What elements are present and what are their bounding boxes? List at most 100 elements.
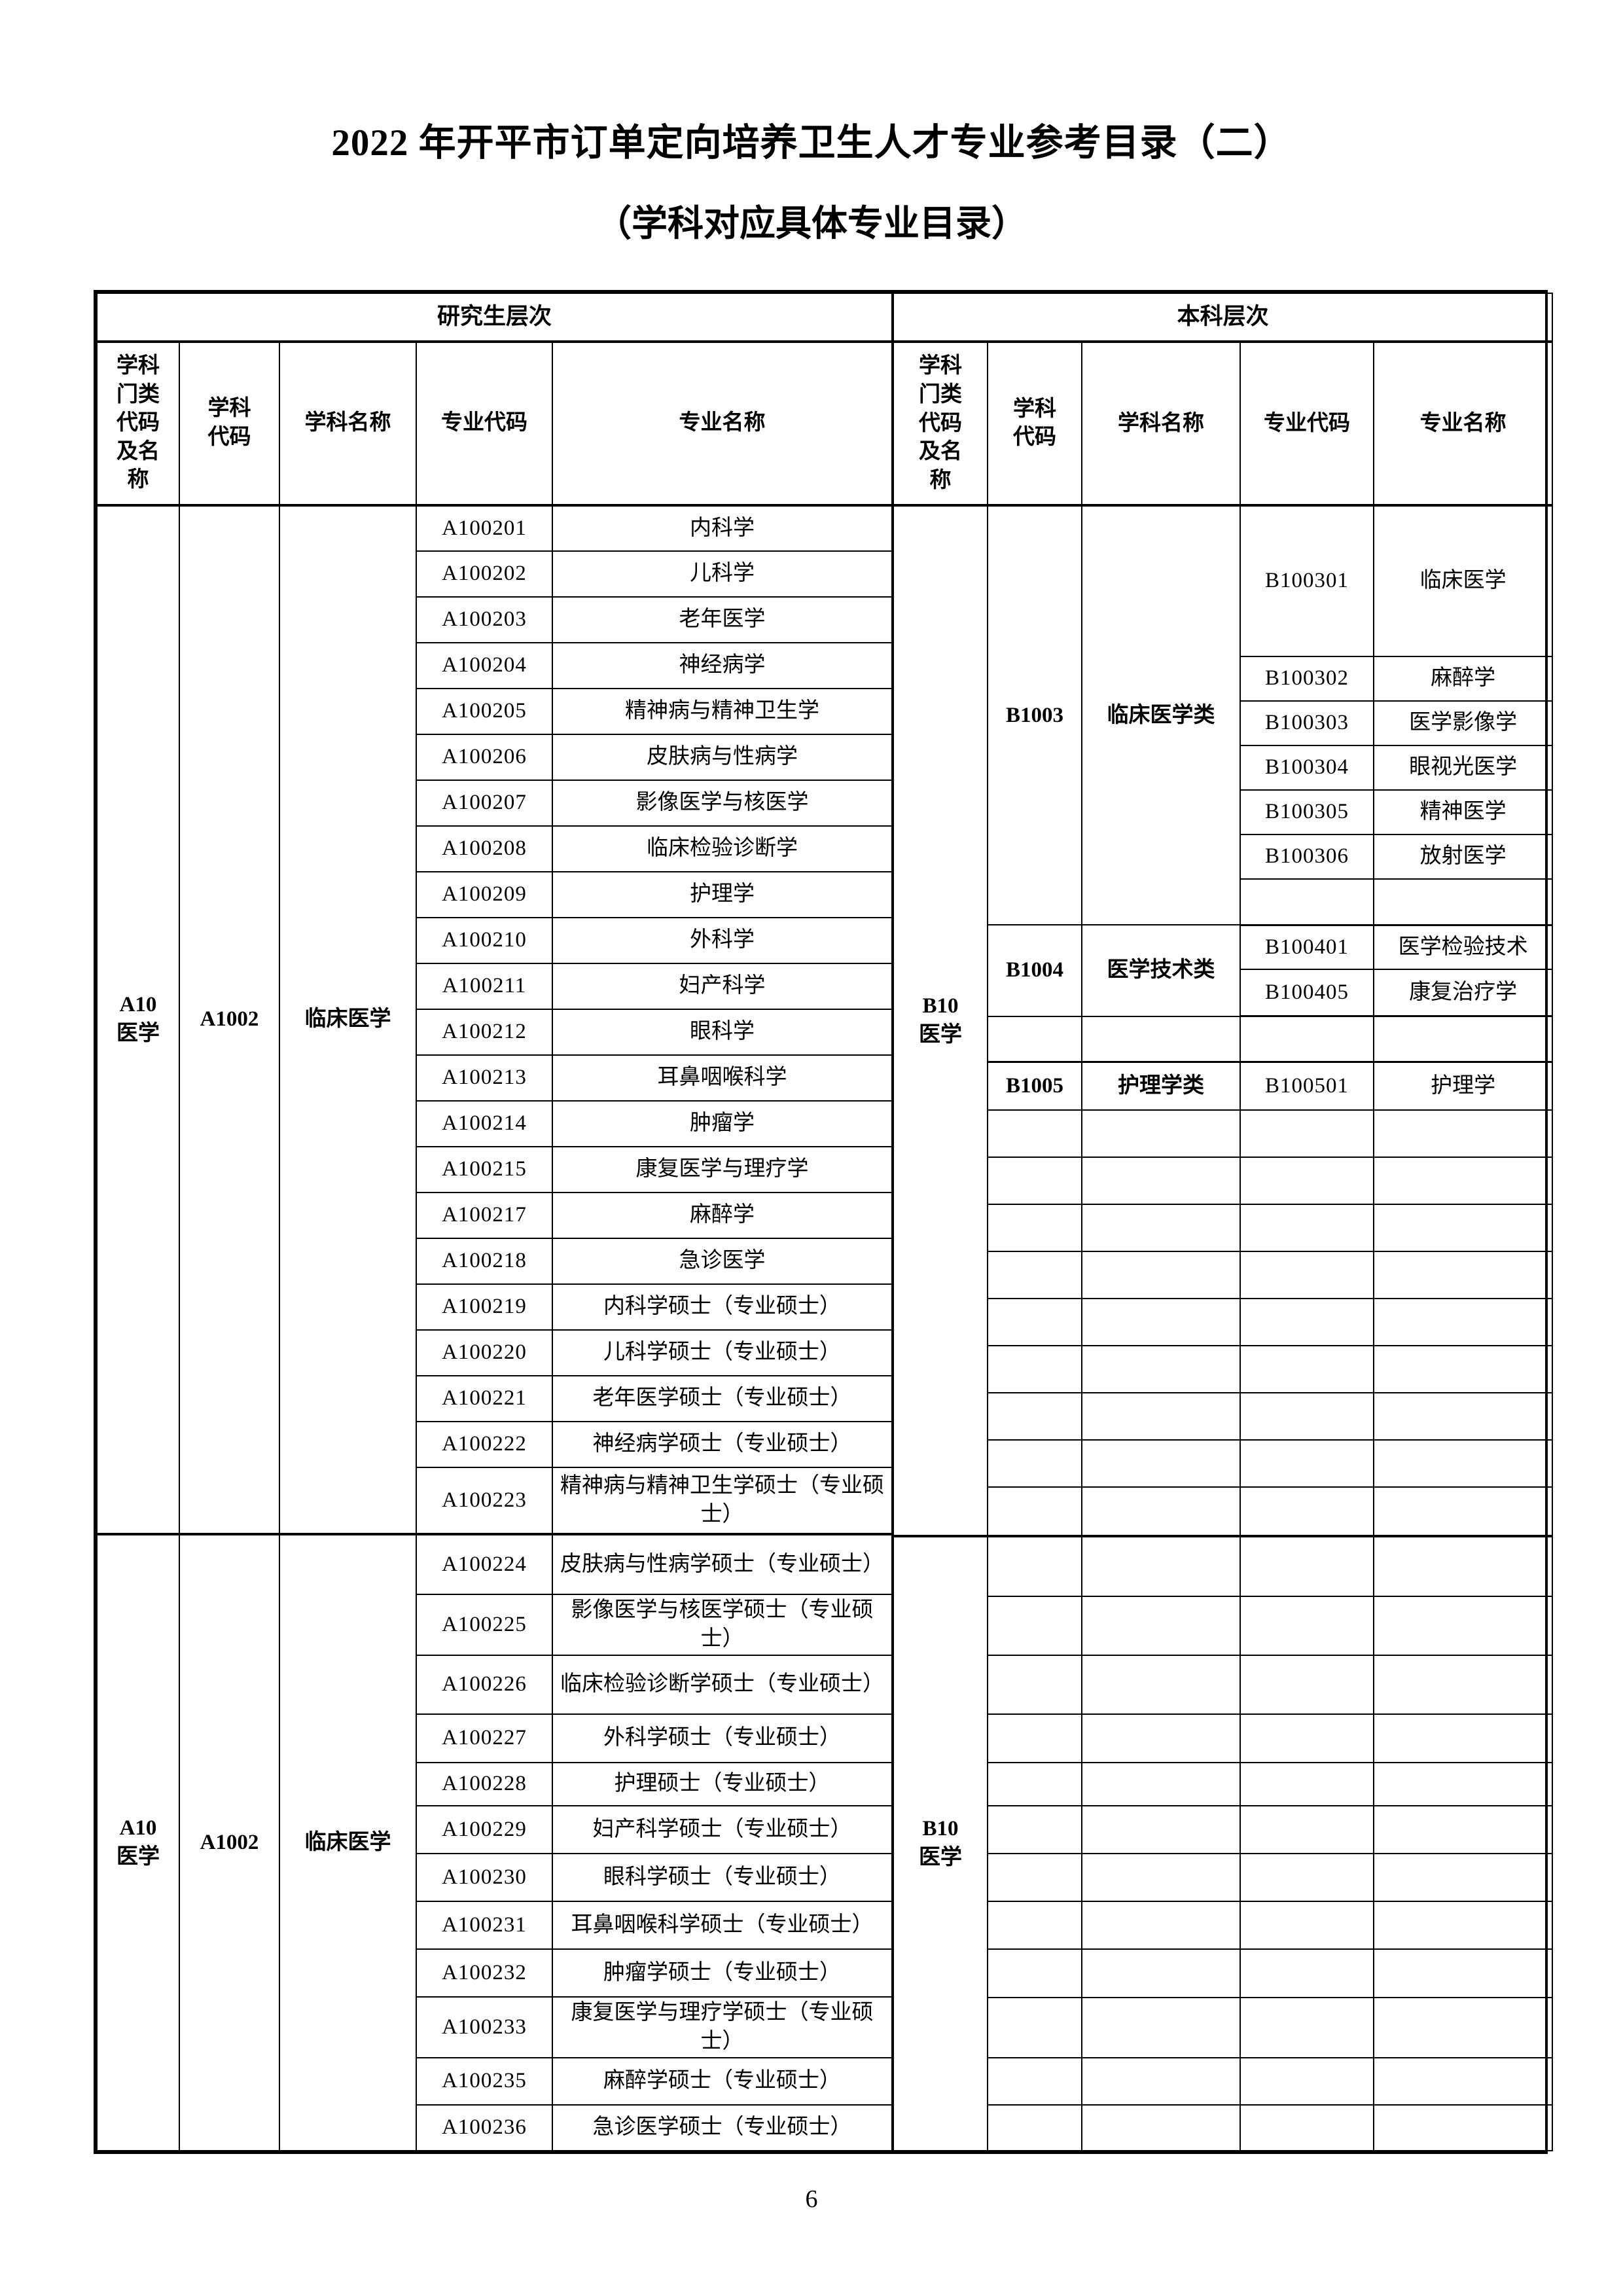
page-subtitle: （学科对应具体专业目录） [595, 204, 1027, 243]
page-title: 2022 年开平市订单定向培养卫生人才专业参考目录（二） [331, 122, 1292, 164]
major-name-cell: 肿瘤学 [551, 1100, 893, 1147]
empty-cell [1373, 1345, 1554, 1394]
empty-cell [1240, 1948, 1375, 1998]
empty-cell [1240, 1109, 1375, 1158]
table-row: A100220 儿科学硕士（专业硕士） [97, 1329, 893, 1376]
major-name-cell: 影像医学与核医学 [551, 780, 893, 827]
empty-cell [987, 1654, 1083, 1715]
major-name-cell: 肿瘤学硕士（专业硕士） [551, 1948, 893, 1998]
major-code-cell: A100224 [416, 1533, 553, 1595]
empty-cell [1373, 1654, 1554, 1715]
major-name-cell: 皮肤病与性病学 [551, 734, 893, 781]
subject-code-cell: B1005 [987, 1061, 1083, 1111]
major-code-cell: A100218 [416, 1238, 553, 1285]
table-row [893, 1713, 1554, 1764]
major-code-cell: A100203 [416, 596, 553, 643]
column-header-major-code: 专业代码 [1240, 341, 1375, 507]
major-code-cell: A100211 [416, 963, 553, 1010]
major-code-cell: A100214 [416, 1100, 553, 1147]
empty-cell [987, 1392, 1083, 1441]
column-header-subject-code: 学科 代码 [987, 341, 1083, 507]
empty-cell [1240, 1805, 1375, 1855]
table-row: A100214 肿瘤学 [97, 1100, 893, 1147]
empty-cell [1240, 1345, 1375, 1394]
empty-cell [1081, 1250, 1241, 1300]
category-cell: A10 医学 [96, 505, 180, 1535]
major-name-cell: 临床医学 [1373, 505, 1554, 657]
subject-name-cell: 临床医学 [279, 1532, 417, 2152]
empty-cell [1373, 1853, 1554, 1903]
table-row: B1004 医学技术类 B100401 医学检验技术 [893, 924, 1554, 1017]
empty-cell [1081, 1439, 1241, 1488]
empty-cell [1081, 1595, 1241, 1656]
empty-cell [1373, 1015, 1554, 1064]
empty-cell [1240, 2104, 1375, 2152]
major-name-cell: 神经病学硕士（专业硕士） [551, 1421, 893, 1468]
subject-name-cell: 护理学类 [1081, 1061, 1241, 1111]
subject-code-cell: A1002 [179, 1532, 280, 2152]
major-code-cell: A100210 [416, 917, 553, 964]
table-row: A100223 精神病与精神卫生学硕士（专业硕士） [97, 1467, 893, 1535]
table-row [893, 1595, 1554, 1656]
table-row [893, 878, 1554, 926]
empty-cell [987, 1595, 1083, 1656]
table-row: B100304 眼视光医学 [893, 744, 1554, 791]
column-header-category: 学科 门类 代码 及名 称 [96, 341, 180, 507]
major-code-cell: A100221 [416, 1375, 553, 1422]
major-name-cell: 影像医学与核医学硕士（专业硕士） [551, 1593, 893, 1657]
empty-cell [1081, 1298, 1241, 1347]
level-band-undergraduate: 本科层次 [893, 292, 1554, 344]
table-row: A100235 麻醉学硕士（专业硕士） [97, 2057, 893, 2106]
column-header-major-name: 专业名称 [551, 341, 893, 507]
major-code-cell: A100222 [416, 1421, 553, 1468]
table-row: A100203 老年医学 [97, 596, 893, 643]
table-row: A100218 急诊医学 [97, 1238, 893, 1285]
major-name-cell: 临床检验诊断学硕士（专业硕士） [551, 1655, 893, 1715]
major-code-cell: B100501 [1240, 1061, 1375, 1111]
empty-cell [1081, 1392, 1241, 1441]
empty-cell [1240, 1439, 1375, 1488]
table-row: B100302 麻醉学 [893, 655, 1554, 702]
major-name-cell: 麻醉学 [551, 1192, 893, 1239]
table-row [893, 1486, 1554, 1537]
table-row: A100209 护理学 [97, 871, 893, 918]
major-name-cell: 老年医学硕士（专业硕士） [551, 1375, 893, 1422]
major-name-cell: 眼科学硕士（专业硕士） [551, 1853, 893, 1903]
table-row [893, 1439, 1554, 1488]
major-code-cell: A100209 [416, 871, 553, 918]
major-code-cell: A100220 [416, 1329, 553, 1376]
empty-cell [1081, 1015, 1241, 1064]
major-name-cell: 麻醉学 [1373, 655, 1554, 702]
empty-cell [987, 1805, 1083, 1855]
empty-cell [1240, 1713, 1375, 1764]
major-code-cell: A100219 [416, 1283, 553, 1331]
empty-cell [1081, 2056, 1241, 2106]
table-row: B100305 精神医学 [893, 789, 1554, 836]
major-name-cell: 精神医学 [1373, 789, 1554, 836]
major-name-cell: 内科学硕士（专业硕士） [551, 1283, 893, 1331]
major-code-cell: A100207 [416, 780, 553, 827]
table-row: A100231 耳鼻咽喉科学硕士（专业硕士） [97, 1901, 893, 1950]
table-row [893, 1109, 1554, 1158]
table-row: A10 医学 A1002 临床医学 A100224 皮肤病与性病学硕士（专业硕士… [96, 1532, 893, 2152]
table-row [893, 1392, 1554, 1441]
table-row: A100206 皮肤病与性病学 [97, 734, 893, 781]
major-name-cell: 急诊医学硕士（专业硕士） [551, 2104, 893, 2152]
empty-cell [987, 2056, 1083, 2106]
empty-cell [1081, 1996, 1241, 2058]
table-row: A100236 急诊医学硕士（专业硕士） [97, 2104, 893, 2152]
empty-cell [987, 1203, 1083, 1253]
major-code-cell: A100235 [416, 2057, 553, 2106]
empty-cell [1081, 1156, 1241, 1205]
empty-cell [1373, 1762, 1554, 1807]
category-cell: A10 医学 [96, 1532, 180, 2152]
major-name-cell: 精神病与精神卫生学硕士（专业硕士） [551, 1467, 893, 1535]
empty-cell [987, 1853, 1083, 1903]
empty-cell [1240, 1762, 1375, 1807]
empty-cell [1373, 1156, 1554, 1205]
major-code-cell: B100303 [1240, 700, 1375, 746]
major-name-cell: 护理学 [551, 871, 893, 918]
major-name-cell: 内科学 [551, 505, 893, 552]
major-code-cell: A100231 [416, 1901, 553, 1950]
empty-cell [1081, 1901, 1241, 1950]
